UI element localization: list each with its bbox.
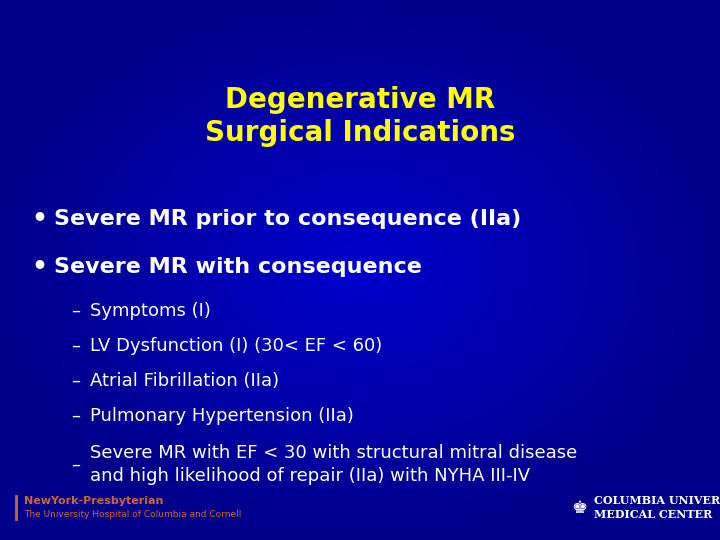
Text: Symptoms (I): Symptoms (I) (90, 301, 211, 320)
Text: –: – (71, 372, 80, 390)
Text: MEDICAL CENTER: MEDICAL CENTER (594, 509, 712, 520)
Text: •: • (32, 255, 48, 279)
Text: NewYork-Presbyterian: NewYork-Presbyterian (24, 496, 163, 505)
Text: –: – (71, 455, 80, 474)
Text: The University Hospital of Columbia and Cornell: The University Hospital of Columbia and … (24, 510, 241, 519)
Text: Atrial Fibrillation (IIa): Atrial Fibrillation (IIa) (90, 372, 279, 390)
Text: –: – (71, 301, 80, 320)
Text: •: • (32, 207, 48, 231)
Text: Severe MR with consequence: Severe MR with consequence (54, 257, 422, 278)
Text: LV Dysfunction (I) (30< EF < 60): LV Dysfunction (I) (30< EF < 60) (90, 336, 382, 355)
Text: –: – (71, 336, 80, 355)
Text: COLUMBIA UNIVERSITY: COLUMBIA UNIVERSITY (594, 495, 720, 506)
Text: Degenerative MR
Surgical Indications: Degenerative MR Surgical Indications (204, 86, 516, 147)
Text: Severe MR prior to consequence (IIa): Severe MR prior to consequence (IIa) (54, 208, 521, 229)
Text: –: – (71, 407, 80, 425)
Text: ♚: ♚ (572, 498, 588, 517)
Text: Pulmonary Hypertension (IIa): Pulmonary Hypertension (IIa) (90, 407, 354, 425)
Text: Severe MR with EF < 30 with structural mitral disease
and high likelihood of rep: Severe MR with EF < 30 with structural m… (90, 443, 577, 485)
